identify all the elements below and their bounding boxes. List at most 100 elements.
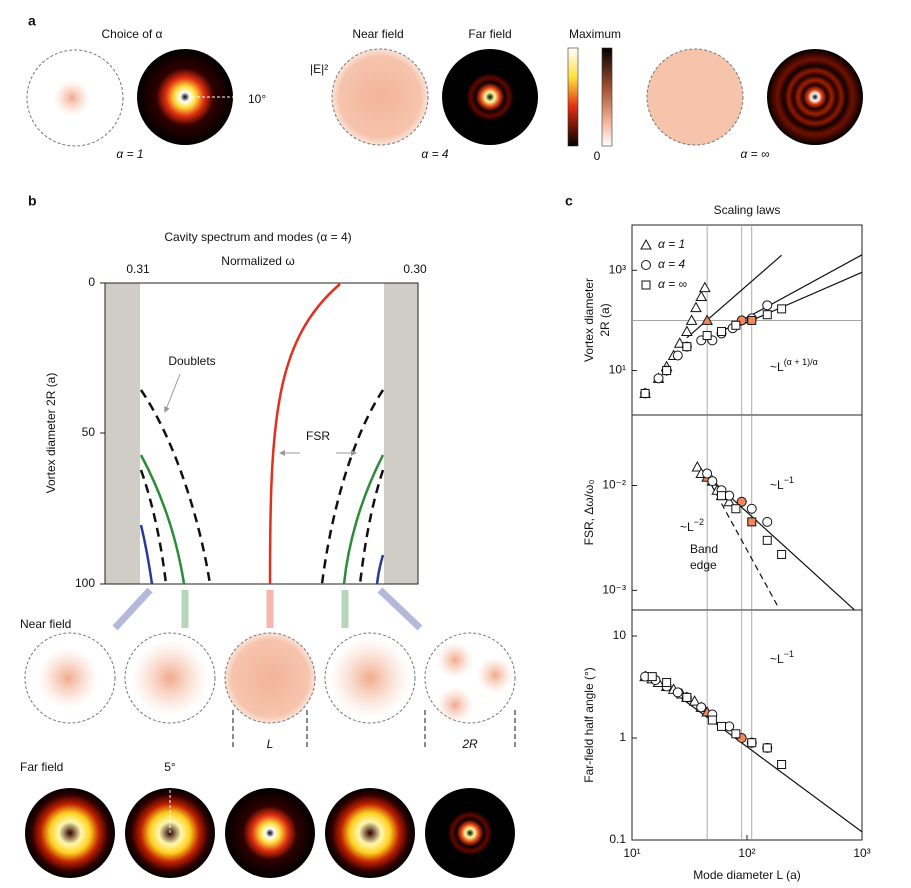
near-field-mode — [646, 48, 744, 146]
annotation: edge — [690, 558, 717, 572]
alpha-label: α = 4 — [421, 147, 449, 161]
colorbar — [601, 47, 613, 147]
far-field-row — [25, 781, 515, 878]
annotation: Doublets — [168, 354, 215, 368]
point — [747, 315, 757, 325]
near-field-mode — [331, 48, 429, 146]
panel-a: a Choice of α 10° α = 1 Near field |E|² … — [26, 13, 863, 163]
annotation-exponent: (α + 1)/α — [784, 357, 818, 367]
annotation-text: ~L — [770, 478, 784, 492]
colorbar-min: 0 — [594, 149, 601, 163]
heading: Near field — [352, 27, 403, 41]
angle-label: 10° — [248, 92, 266, 106]
point — [688, 695, 701, 706]
y-tick-label: 0.1 — [609, 832, 626, 846]
point — [696, 702, 707, 713]
panel-label: b — [28, 193, 37, 209]
x-tick-label: 0.30 — [403, 262, 427, 276]
y-tick-label: 1 — [619, 730, 626, 744]
y-tick-label: 10³ — [609, 262, 626, 276]
annotation-text: ~L — [680, 520, 694, 534]
row-label: Far field — [20, 760, 63, 774]
near-field-mode — [54, 80, 90, 116]
point — [653, 373, 664, 384]
y-tick-label: 10⁻³ — [602, 583, 626, 597]
fit-line — [735, 271, 862, 328]
point — [731, 729, 741, 739]
colorbar-max: Maximum — [569, 27, 621, 41]
point — [762, 535, 772, 545]
near-field-row — [24, 632, 516, 724]
mode-curves — [139, 283, 385, 585]
point — [641, 280, 651, 290]
annotation: ~L(α + 1)/α — [770, 357, 818, 374]
point — [736, 496, 747, 507]
axis-title: 2R (a) — [598, 303, 612, 336]
annotation: ~L−1 — [770, 475, 794, 492]
dimension-label: 2R — [461, 737, 478, 751]
point — [707, 715, 717, 725]
point — [672, 687, 683, 698]
alpha-label: α = ∞ — [740, 147, 770, 161]
point — [701, 314, 713, 325]
x-tick-label: 10¹ — [623, 846, 640, 860]
annotation: ~L−1 — [770, 649, 794, 666]
far-field-image — [767, 49, 863, 145]
near-field-disk — [26, 49, 124, 147]
point — [731, 504, 741, 514]
plot-area — [691, 415, 856, 610]
legend-label: α = 1 — [658, 237, 685, 251]
y-tick-label: 10 — [613, 628, 627, 642]
point — [691, 460, 704, 472]
point — [747, 738, 757, 748]
panel-label: c — [565, 193, 573, 209]
point — [731, 320, 741, 330]
chart-title: Scaling laws — [714, 203, 781, 217]
y-tick-label: 10⁻² — [602, 478, 626, 492]
pointer — [164, 373, 181, 413]
annotation: ~L−2 — [680, 517, 704, 534]
x-tick-label: 0.31 — [126, 262, 150, 276]
colorbar — [567, 47, 579, 147]
plot-area — [639, 610, 862, 840]
band-region — [384, 283, 418, 584]
x-tick-label: 10³ — [853, 846, 870, 860]
point — [724, 490, 735, 501]
heading: Far field — [468, 27, 511, 41]
point — [777, 759, 787, 769]
panel-b: b Cavity spectrum and modes (α = 4) Norm… — [20, 193, 516, 878]
y-tick-label: 50 — [82, 425, 96, 439]
annotation-exponent: −1 — [784, 649, 794, 659]
legend-label: α = 4 — [658, 257, 686, 271]
annotation-text: ~L — [770, 652, 784, 666]
point — [777, 549, 787, 559]
band-region — [105, 283, 140, 584]
point — [640, 238, 652, 250]
point — [662, 678, 672, 688]
axis-title: Vortex diameter — [582, 278, 596, 362]
legend-label: α = ∞ — [658, 277, 688, 291]
point — [641, 260, 651, 270]
annotation: FSR — [306, 429, 330, 443]
axis-title: Mode diameter L (a) — [693, 868, 801, 882]
point — [762, 516, 773, 527]
connectors — [112, 587, 423, 631]
alpha-label: α = 1 — [116, 147, 143, 161]
field-label: |E|² — [310, 62, 328, 76]
point — [702, 331, 712, 341]
axis-title: Far-field half angle (°) — [582, 667, 596, 783]
y-tick-label: 0 — [88, 275, 95, 289]
dimension-label: L — [267, 737, 274, 751]
x-tick-label: 10² — [738, 846, 755, 860]
panel-c: c 10¹ 10³ Scaling laws Vortex diameter 2R (a… — [565, 193, 871, 882]
point — [695, 290, 708, 302]
annotation-text: Band — [690, 542, 718, 556]
point — [640, 388, 650, 398]
point — [647, 672, 657, 682]
axis-title: Normalized ω — [221, 254, 294, 268]
annotation-text: ~L — [770, 360, 784, 374]
y-tick-label: 10¹ — [609, 363, 626, 377]
point — [716, 491, 726, 501]
point — [672, 350, 683, 361]
